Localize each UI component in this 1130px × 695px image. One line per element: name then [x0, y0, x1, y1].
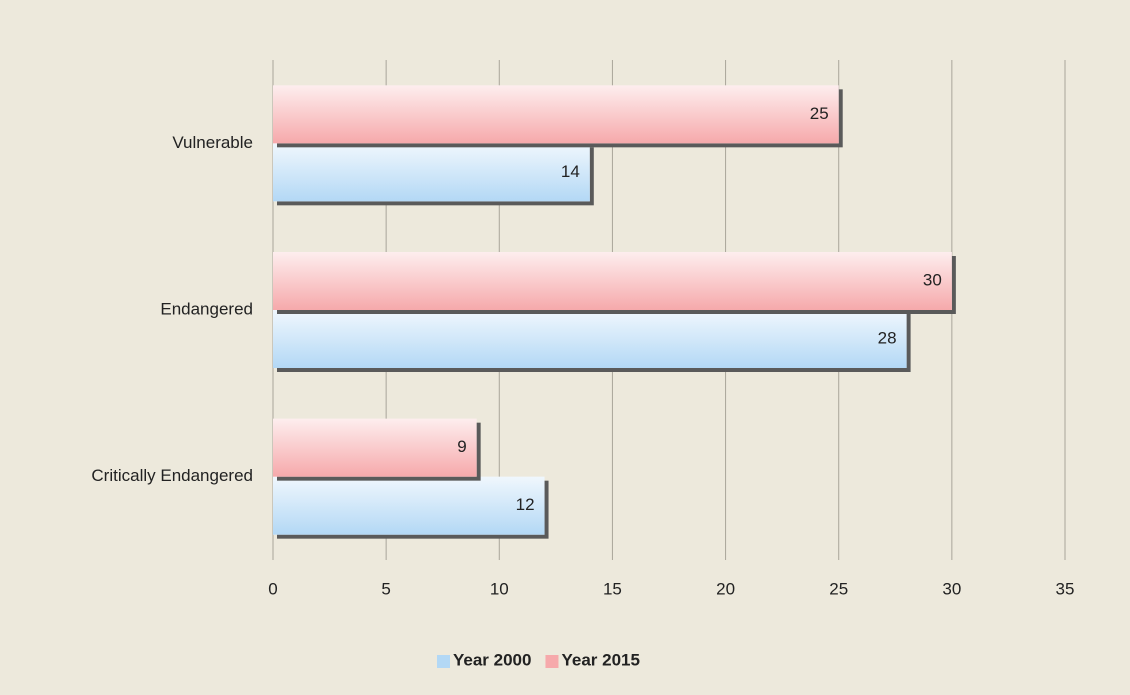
bar — [273, 476, 545, 535]
data-label: 30 — [923, 270, 942, 289]
legend-label: Year 2015 — [561, 650, 639, 669]
data-label: 12 — [516, 495, 535, 514]
x-tick-label: 15 — [603, 579, 622, 598]
data-label: 14 — [561, 162, 580, 181]
x-tick-label: 5 — [381, 579, 390, 598]
legend-swatch — [437, 655, 450, 668]
bar — [273, 310, 907, 368]
bar — [273, 143, 590, 202]
y-tick-label: Critically Endangered — [91, 466, 253, 485]
y-tick-label: Endangered — [160, 299, 253, 318]
data-label: 25 — [810, 104, 829, 123]
x-tick-label: 0 — [268, 579, 277, 598]
legend-label: Year 2000 — [453, 650, 531, 669]
y-tick-label: Vulnerable — [172, 133, 253, 152]
x-tick-label: 25 — [829, 579, 848, 598]
bar — [273, 418, 477, 477]
x-tick-label: 35 — [1056, 579, 1075, 598]
bar — [273, 252, 952, 310]
x-tick-label: 30 — [942, 579, 961, 598]
bar — [273, 85, 839, 144]
data-label: 9 — [457, 437, 466, 456]
data-label: 28 — [878, 328, 897, 347]
x-tick-label: 20 — [716, 579, 735, 598]
legend-swatch — [545, 655, 559, 668]
x-tick-label: 10 — [490, 579, 509, 598]
